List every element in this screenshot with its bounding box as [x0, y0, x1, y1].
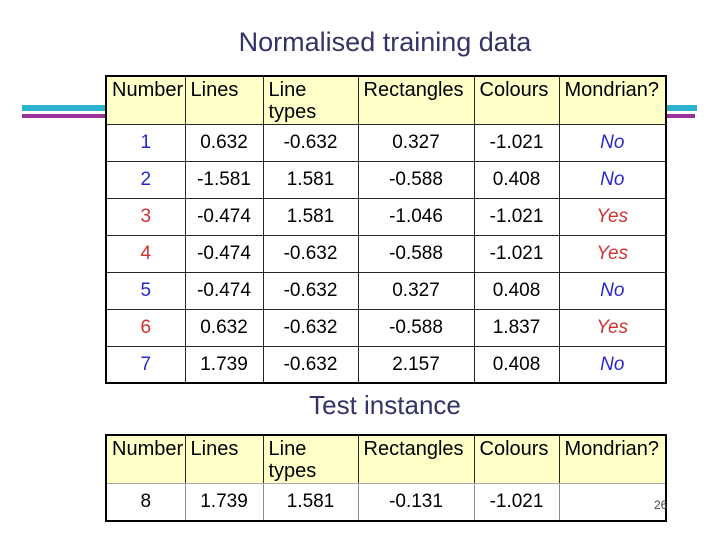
table-row: 2 -1.581 1.581 -0.588 0.408 No — [105, 160, 667, 199]
value-cell: 0.408 — [473, 160, 560, 199]
value-cell: -0.131 — [357, 482, 475, 522]
column-header: Rectangles — [357, 434, 475, 484]
value-cell: -0.632 — [262, 345, 359, 384]
value-cell: 1.837 — [473, 308, 560, 347]
slide-title: Normalised training data — [238, 27, 532, 57]
mondrian-cell: Yes — [558, 308, 667, 347]
value-cell: 0.408 — [473, 345, 560, 384]
column-header: Number — [105, 434, 186, 484]
value-cell: -1.021 — [473, 123, 560, 162]
column-header: Number — [105, 75, 186, 125]
column-header: Colours — [473, 434, 560, 484]
training-data-table: Number Lines Line types Rectangles Colours Mo… — [105, 75, 667, 385]
mondrian-cell: No — [558, 123, 667, 162]
column-header: Lines — [184, 434, 264, 484]
table-row: 3 -0.474 1.581 -1.046 -1.021 Yes — [105, 197, 667, 236]
row-number-cell: 2 — [105, 160, 186, 199]
row-number-cell: 4 — [105, 234, 186, 273]
row-number-cell: 1 — [105, 123, 186, 162]
value-cell: -0.632 — [262, 123, 359, 162]
mondrian-cell: No — [558, 271, 667, 310]
value-cell: 1.581 — [262, 160, 359, 199]
table-row: 8 1.739 1.581 -0.131 -1.021 — [105, 482, 667, 522]
value-cell: 0.408 — [473, 271, 560, 310]
column-header: Colours — [473, 75, 560, 125]
value-cell: -1.046 — [357, 197, 475, 236]
value-cell: -1.021 — [473, 482, 560, 522]
header-row: Number Lines Line types Rectangles Colours Mo… — [105, 434, 667, 484]
table-row: 1 0.632 -0.632 0.327 -1.021 No — [105, 123, 667, 162]
value-cell: -0.632 — [262, 234, 359, 273]
mondrian-cell: Yes — [558, 234, 667, 273]
row-number-cell: 5 — [105, 271, 186, 310]
column-header: Lines — [184, 75, 264, 125]
column-header: Rectangles — [357, 75, 475, 125]
value-cell: -1.021 — [473, 234, 560, 273]
column-header: Line types — [262, 434, 359, 484]
value-cell: -0.474 — [184, 197, 264, 236]
table-row: 6 0.632 -0.632 -0.588 1.837 Yes — [105, 308, 667, 347]
value-cell: -0.632 — [262, 308, 359, 347]
header-row: Number Lines Line types Rectangles Colours Mo… — [105, 75, 667, 125]
value-cell: -1.581 — [184, 160, 264, 199]
value-cell: -0.588 — [357, 160, 475, 199]
value-cell: -0.588 — [357, 234, 475, 273]
row-number-cell: 3 — [105, 197, 186, 236]
value-cell: 1.739 — [184, 345, 264, 384]
value-cell: 0.632 — [184, 308, 264, 347]
table-row: 5 -0.474 -0.632 0.327 0.408 No — [105, 271, 667, 310]
page-number: 26 — [654, 498, 668, 512]
value-cell: 1.581 — [262, 482, 359, 522]
value-cell: 2.157 — [357, 345, 475, 384]
value-cell: -1.021 — [473, 197, 560, 236]
column-header: Line types — [262, 75, 359, 125]
column-header: Mondrian? — [558, 434, 667, 484]
row-number-cell: 6 — [105, 308, 186, 347]
mondrian-cell — [558, 482, 667, 522]
row-number-cell: 7 — [105, 345, 186, 384]
value-cell: 0.327 — [357, 123, 475, 162]
mondrian-cell: No — [558, 345, 667, 384]
value-cell: 0.327 — [357, 271, 475, 310]
value-cell: 1.739 — [184, 482, 264, 522]
value-cell: -0.632 — [262, 271, 359, 310]
test-instance-title: Test instance — [309, 390, 461, 420]
mondrian-cell: Yes — [558, 197, 667, 236]
value-cell: 1.581 — [262, 197, 359, 236]
mondrian-cell: No — [558, 160, 667, 199]
row-number-cell: 8 — [105, 482, 186, 522]
value-cell: 0.632 — [184, 123, 264, 162]
value-cell: -0.474 — [184, 234, 264, 273]
column-header: Mondrian? — [558, 75, 667, 125]
value-cell: -0.474 — [184, 271, 264, 310]
table-row: 4 -0.474 -0.632 -0.588 -1.021 Yes — [105, 234, 667, 273]
value-cell: -0.588 — [357, 308, 475, 347]
test-instance-table: Number Lines Line types Rectangles Colours Mo… — [105, 434, 667, 523]
table-row: 7 1.739 -0.632 2.157 0.408 No — [105, 345, 667, 384]
